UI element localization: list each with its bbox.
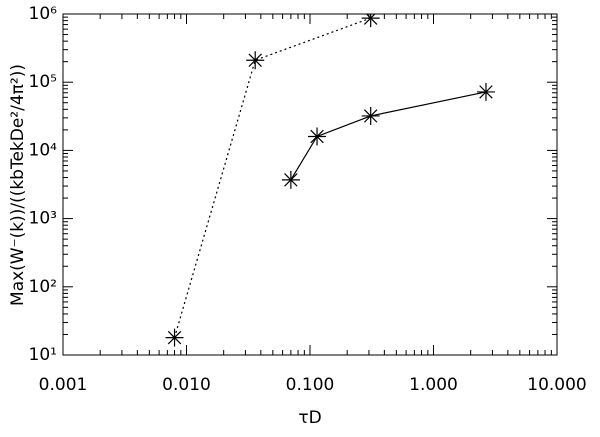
y-tick-label: 10⁶ (29, 4, 58, 24)
marker-stroke (479, 85, 493, 99)
x-tick-label: 1.000 (409, 375, 458, 395)
x-tick-label: 10.000 (527, 375, 586, 395)
marker-stroke (310, 129, 324, 144)
x-tick-label: 0.001 (39, 375, 88, 395)
marker-stroke (167, 330, 182, 345)
y-tick-label: 10⁵ (29, 72, 57, 92)
marker (246, 51, 265, 70)
y-axis-label: Max(W⁻(k))/((kbTekDe²/4π²)) (8, 64, 28, 306)
plot-frame (62, 13, 558, 356)
y-tick-label: 10⁴ (29, 140, 58, 160)
plot-area (165, 14, 495, 347)
x-axis-label: τD (298, 408, 321, 428)
series-line (290, 91, 487, 181)
marker (361, 14, 380, 28)
x-tick-label: 0.100 (286, 375, 335, 395)
marker-stroke (248, 53, 262, 67)
x-tick-label: 0.010 (162, 375, 211, 395)
series-line (173, 17, 371, 338)
marker (476, 82, 495, 101)
marker (165, 328, 184, 347)
y-tick-label: 10³ (29, 209, 57, 229)
marker (361, 106, 380, 125)
marker (281, 170, 300, 189)
y-tick-label: 10² (29, 277, 57, 297)
y-tick-label: 10¹ (29, 345, 57, 365)
marker-stroke (363, 14, 376, 25)
marker (308, 127, 327, 146)
marker-stroke (363, 109, 378, 123)
marker-stroke (284, 173, 298, 187)
